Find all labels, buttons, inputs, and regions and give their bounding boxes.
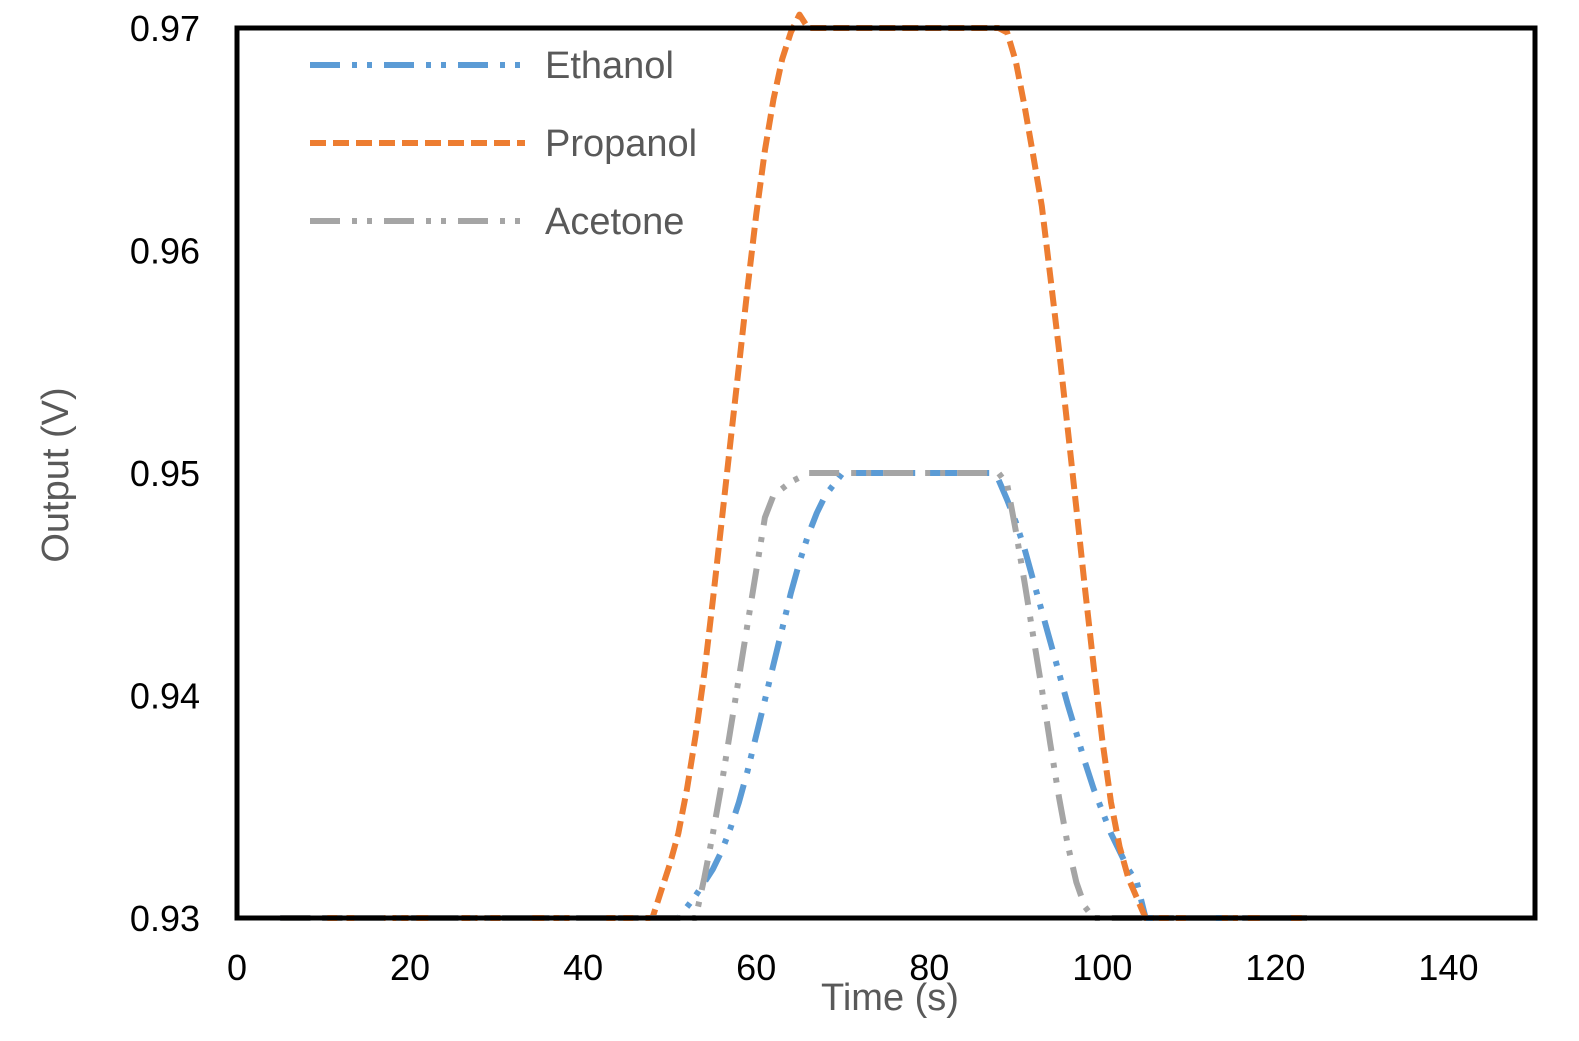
series-line-ethanol xyxy=(280,470,1310,921)
y-tick-label: 0.93 xyxy=(130,898,200,939)
x-tick-label: 0 xyxy=(227,947,247,988)
x-tick-label: 100 xyxy=(1072,947,1132,988)
x-axis-title: Time (s) xyxy=(821,977,959,1019)
series-line-acetone xyxy=(280,470,1310,921)
x-axis-tick-labels: 0 20 40 60 80 100 120 140 xyxy=(227,947,1479,988)
x-tick-label: 80 xyxy=(909,947,949,988)
y-axis-tick-labels: 0.93 0.94 0.95 0.96 0.97 xyxy=(130,8,200,939)
x-tick-label: 40 xyxy=(563,947,603,988)
legend-label: Ethanol xyxy=(545,45,674,87)
series-line-propanol xyxy=(323,11,1310,921)
x-tick-label: 140 xyxy=(1418,947,1478,988)
y-tick-label: 0.97 xyxy=(130,8,200,49)
series-layer xyxy=(280,11,1310,921)
legend: Ethanol Propanol Acetone xyxy=(310,45,697,243)
x-tick-label: 20 xyxy=(390,947,430,988)
x-tick-label: 120 xyxy=(1245,947,1305,988)
y-tick-label: 0.95 xyxy=(130,453,200,494)
y-tick-label: 0.94 xyxy=(130,676,200,717)
plot-area-frame xyxy=(234,25,1538,921)
x-tick-label: 60 xyxy=(736,947,776,988)
y-tick-label: 0.96 xyxy=(130,231,200,272)
legend-label: Acetone xyxy=(545,201,684,243)
legend-label: Propanol xyxy=(545,123,697,165)
y-axis-title: Output (V) xyxy=(35,387,77,562)
